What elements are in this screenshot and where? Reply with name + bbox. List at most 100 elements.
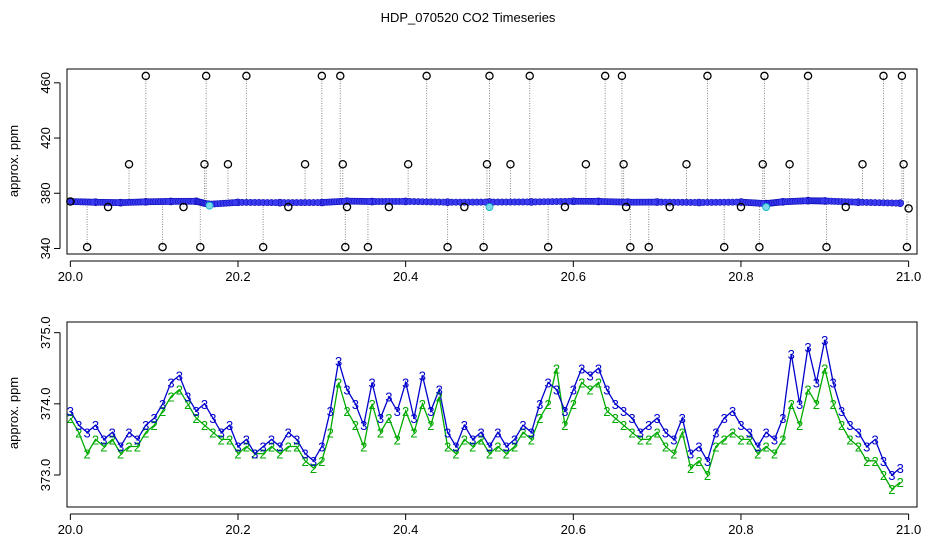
series-marker-2: 2 [394, 432, 401, 447]
baseline-point [523, 198, 531, 206]
series-marker-2: 2 [788, 397, 795, 412]
series-marker-2: 2 [100, 440, 107, 455]
series-marker-3: 3 [779, 411, 786, 426]
series-marker-2: 2 [595, 375, 602, 390]
spike-marker [897, 71, 907, 81]
series-marker-3: 3 [201, 397, 208, 412]
series-marker-2: 2 [695, 454, 702, 469]
series-marker-3: 3 [461, 418, 468, 433]
series-line-2 [69, 368, 901, 491]
top-y-tick-label: 380 [38, 182, 53, 204]
series-marker-2: 2 [712, 440, 719, 455]
spike-marker [581, 160, 591, 169]
spike-marker [258, 242, 268, 252]
series-marker-3: 3 [469, 432, 476, 447]
series-marker-2: 2 [151, 418, 158, 433]
spike-marker [103, 202, 113, 212]
series-marker-2: 2 [511, 440, 518, 455]
series-marker-3: 3 [486, 440, 493, 455]
series-marker-2: 2 [444, 440, 451, 455]
series-marker-3: 3 [637, 425, 644, 440]
series-marker-2: 2 [519, 425, 526, 440]
series-marker-2: 2 [729, 425, 736, 440]
spike-marker [600, 71, 610, 81]
top-y-axis: 340 380 420 460 [38, 72, 61, 259]
spike-marker [443, 242, 452, 252]
series-marker-2: 2 [561, 418, 568, 433]
series-marker-2: 2 [276, 447, 283, 462]
spike-marker [785, 160, 794, 169]
series-marker-3: 3 [477, 425, 484, 440]
series-marker-3: 3 [796, 397, 803, 412]
series-marker-3: 3 [503, 440, 510, 455]
series-marker-3: 3 [134, 432, 141, 447]
series-marker-2: 2 [234, 447, 241, 462]
top-x-tick-label: 20.6 [561, 269, 586, 284]
spike-marker [858, 160, 867, 169]
series-marker-3: 3 [888, 468, 895, 483]
series-marker-2: 2 [226, 432, 233, 447]
series-marker-3: 3 [159, 397, 166, 412]
series-marker-2: 2 [637, 432, 644, 447]
series-marker-3: 3 [871, 432, 878, 447]
series-marker-3: 3 [352, 397, 359, 412]
series-marker-3: 3 [754, 440, 761, 455]
baseline-point [231, 199, 239, 207]
series-marker-2: 2 [654, 425, 661, 440]
series-marker-2: 2 [109, 432, 116, 447]
series-marker-2: 2 [385, 411, 392, 426]
series-marker-2: 2 [268, 440, 275, 455]
series-marker-3: 3 [176, 368, 183, 383]
series-marker-2: 2 [704, 468, 711, 483]
series-marker-3: 3 [436, 383, 443, 398]
series-marker-3: 3 [880, 454, 887, 469]
top-x-axis: 20.0 20.2 20.4 20.6 20.8 21.0 [58, 260, 921, 284]
top-x-tick-label: 20.2 [225, 269, 250, 284]
series-marker-2: 2 [293, 440, 300, 455]
series-marker-2: 2 [209, 425, 216, 440]
spike-marker [363, 242, 373, 252]
spike-marker [506, 160, 515, 169]
series-marker-2: 2 [251, 447, 258, 462]
series-marker-3: 3 [846, 418, 853, 433]
series-marker-2: 2 [419, 397, 426, 412]
series-marker-2: 2 [754, 447, 761, 462]
series-marker-3: 3 [402, 375, 409, 390]
series-marker-2: 2 [260, 447, 267, 462]
series-marker-3: 3 [528, 425, 535, 440]
series-marker-3: 3 [293, 432, 300, 447]
bottom-x-tick-label: 20.8 [728, 522, 753, 537]
spike-marker [665, 202, 674, 212]
baseline-point [272, 199, 280, 207]
bottom-y-tick-label: 374.0 [38, 388, 53, 421]
bottom-x-tick-label: 20.6 [561, 522, 586, 537]
series-marker-2: 2 [452, 447, 459, 462]
top-x-tick-label: 20.8 [728, 269, 753, 284]
series-marker-2: 2 [159, 404, 166, 419]
bottom-y-tick-label: 375.0 [38, 316, 53, 349]
top-x-tick-label: 20.0 [58, 269, 83, 284]
series-marker-3: 3 [704, 454, 711, 469]
spike-marker [560, 202, 570, 212]
spike-marker [82, 242, 92, 252]
series-marker-3: 3 [494, 425, 501, 440]
series-marker-3: 3 [545, 375, 552, 390]
spike-marker [904, 204, 913, 213]
series-marker-2: 2 [335, 375, 342, 390]
series-marker-2: 2 [838, 418, 845, 433]
series-marker-3: 3 [142, 418, 149, 433]
series-marker-2: 2 [410, 425, 417, 440]
series-marker-2: 2 [830, 397, 837, 412]
series-marker-2: 2 [813, 397, 820, 412]
series-marker-2: 2 [327, 425, 334, 440]
bottom-plot-frame [66, 321, 918, 508]
top-x-tick-label: 20.4 [393, 269, 418, 284]
series-marker-2: 2 [578, 375, 585, 390]
series-marker-3: 3 [670, 432, 677, 447]
series-marker-2: 2 [134, 440, 141, 455]
spike-marker [644, 242, 654, 252]
series-marker-2: 2 [402, 404, 409, 419]
spike-marker [841, 202, 850, 212]
spike-marker [300, 160, 310, 169]
spike-marker [758, 160, 768, 169]
